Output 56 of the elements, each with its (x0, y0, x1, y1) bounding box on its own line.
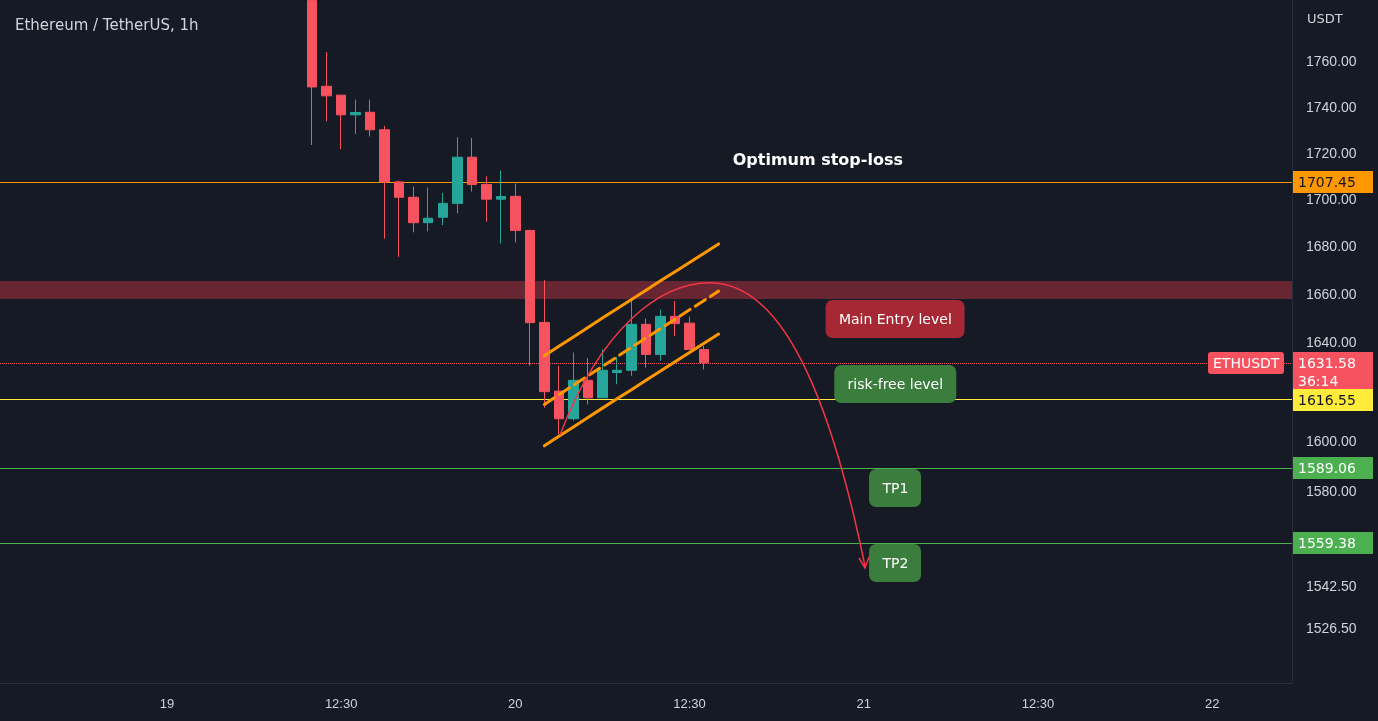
text: 1707.45 (1293, 170, 1373, 193)
y-tick-label: 1580.00 (1306, 482, 1357, 499)
line-series (542, 242, 721, 358)
x-tick-label: 12:30 (673, 696, 706, 711)
x-tick-label: 20 (508, 696, 523, 711)
ref-line-label: risk-free level (834, 364, 957, 403)
y-tick-label: 1680.00 (1306, 238, 1357, 255)
x-tick-label: 12:30 (324, 696, 358, 711)
y-tick-label: 1660.00 (1306, 286, 1357, 302)
text: 1589.06 (1293, 456, 1373, 479)
text: 1616.55 (1293, 388, 1373, 411)
y-tick-label: 1720.00 (1306, 144, 1357, 161)
y-tick-label: 1526.50 (1306, 619, 1357, 636)
x-tick-label: 12:30 (1021, 696, 1055, 711)
y-tick-label: 1760.00 (1306, 53, 1357, 70)
x-tick-label: 19 (159, 696, 175, 711)
candlestick (307, 0, 317, 146)
candlestick (408, 186, 419, 233)
candlestick (554, 365, 564, 435)
y-tick-label: 1740.00 (1306, 98, 1357, 115)
line-series (542, 289, 721, 406)
text: 36:14 (1298, 371, 1340, 390)
y-tick-label: 1640.00 (1306, 334, 1357, 351)
candlestick (612, 356, 622, 385)
ref-line-label: TP2 (869, 543, 922, 582)
candlestick (394, 179, 404, 258)
candlestick (481, 175, 492, 223)
candlestick (423, 186, 433, 232)
candlestick (365, 99, 375, 137)
candlestick (597, 349, 608, 399)
candlestick (336, 94, 346, 150)
text: Ethereum / TetherUS, 1h (15, 15, 199, 34)
candlestick (626, 300, 637, 377)
candlestick (321, 51, 332, 122)
text: 1631.58 (1298, 354, 1356, 371)
ref-line-label: ETHUSDT (1208, 351, 1285, 374)
x-tick-label: 22 (1204, 696, 1220, 711)
line-series (542, 332, 721, 448)
y-tick-label: 1600.00 (1306, 432, 1357, 449)
candlestick (438, 192, 448, 226)
candlestick (684, 316, 695, 351)
y-tick-label: 1700.00 (1306, 191, 1357, 208)
candlestick (452, 136, 463, 214)
y-axis-title: USDT (1306, 10, 1344, 28)
text: 1559.38 (1293, 531, 1373, 554)
candlestick (496, 170, 506, 244)
y-tick-label: 1542.50 (1306, 578, 1357, 595)
candlestick (467, 137, 477, 192)
x-tick-label: 21 (856, 696, 871, 711)
candlestick (655, 309, 666, 362)
ref-line-label: TP1 (869, 468, 922, 507)
candlestick (510, 183, 521, 244)
ref-line-label: Optimum stop-loss (731, 148, 904, 171)
candlestick (379, 125, 390, 240)
candlestick (350, 99, 361, 135)
band-label: Main Entry level (825, 300, 965, 339)
